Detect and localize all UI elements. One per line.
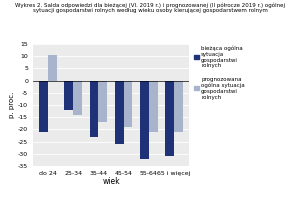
Y-axis label: p. proc.: p. proc.	[9, 92, 15, 118]
Bar	[140, 81, 149, 159]
Legend: bieżąca ogólna
sytuacja
gospodarstwi
rolnych, prognozowana
ogólna sytuacja
gospo: bieżąca ogólna sytuacja gospodarstwi rol…	[193, 44, 246, 101]
Bar	[165, 81, 174, 156]
Text: Wykres 2. Salda odpowiedzi dla bieżącej (VI. 2019 r.) i prognozowanej (II półroc: Wykres 2. Salda odpowiedzi dla bieżącej …	[15, 2, 285, 13]
Bar	[98, 81, 107, 122]
Bar	[174, 81, 183, 132]
Bar	[39, 81, 48, 132]
Bar	[90, 81, 98, 137]
Bar	[149, 81, 158, 132]
Bar	[64, 81, 73, 110]
X-axis label: wiek: wiek	[102, 177, 120, 186]
Bar	[48, 55, 57, 81]
Bar	[115, 81, 124, 144]
Bar	[73, 81, 82, 115]
Bar	[124, 81, 132, 127]
